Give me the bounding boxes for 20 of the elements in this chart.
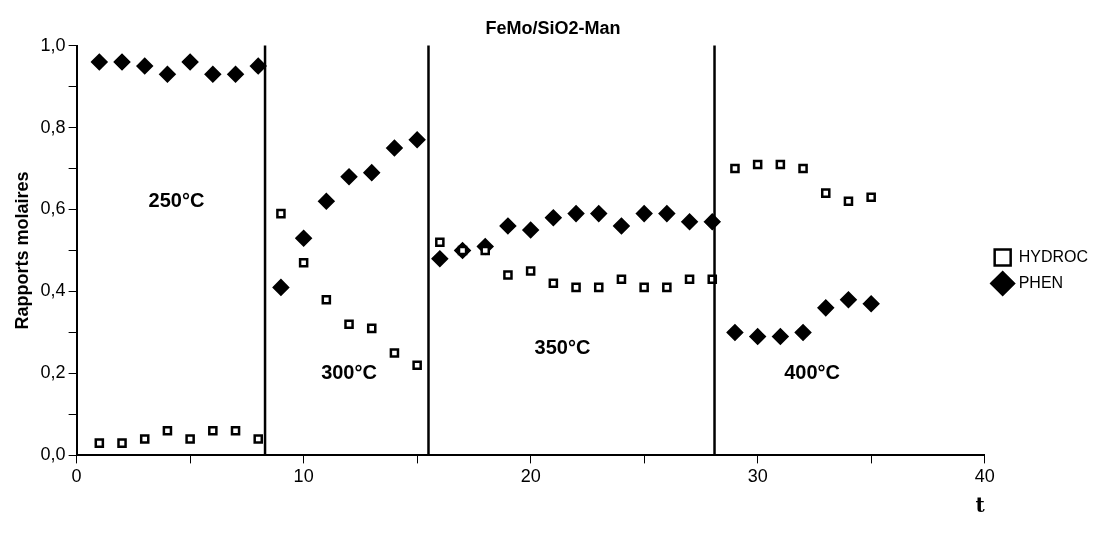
x-tick-label: 40 — [974, 466, 995, 487]
y-axis-title: Rapports molaires — [11, 171, 32, 330]
chart-title: FeMo/SiO2-Man — [485, 17, 621, 38]
annotation: 400°C — [784, 360, 841, 383]
x-tick-label: 20 — [520, 466, 541, 487]
annotation: 300°C — [321, 360, 377, 383]
x-tick-label: 30 — [747, 466, 768, 487]
y-tick-label: 0,8 — [40, 116, 66, 137]
annotation: 350°C — [534, 336, 591, 359]
x-tick-label: 0 — [71, 466, 82, 487]
x-tick-label: 10 — [293, 466, 314, 487]
annotation: 250°C — [148, 188, 205, 211]
legend-label: PHEN — [1018, 273, 1064, 291]
y-tick-label: 0,0 — [40, 444, 66, 465]
y-tick-label: 0,2 — [40, 362, 66, 383]
legend-label: HYDROC — [1018, 247, 1089, 265]
y-tick-label: 0,6 — [40, 198, 66, 219]
x-axis-title: t — [975, 493, 986, 518]
y-tick-label: 1,0 — [40, 34, 66, 55]
y-tick-label: 0,4 — [40, 280, 66, 301]
